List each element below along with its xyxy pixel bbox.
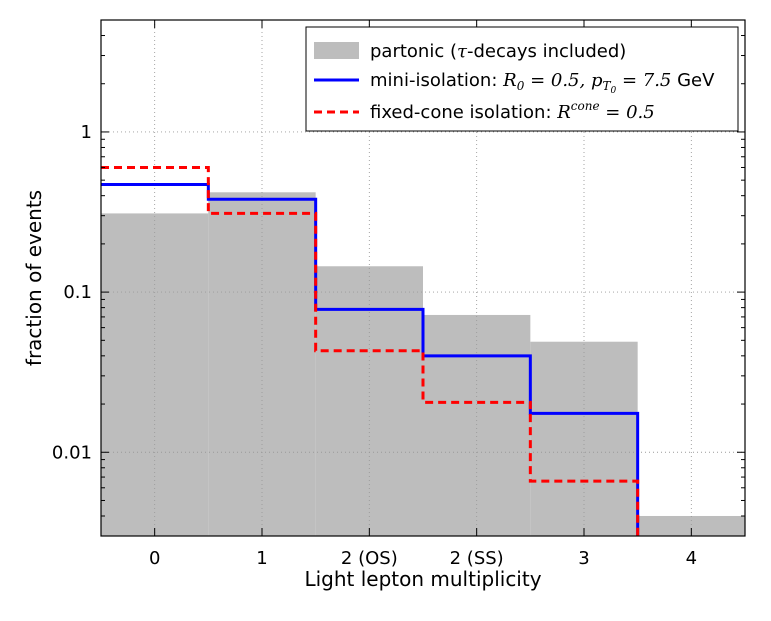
legend-mini-text-before: mini-isolation:	[370, 70, 503, 91]
bar-partonic-4	[530, 341, 638, 536]
legend-mini-r-sub: 0	[517, 79, 525, 93]
legend: partonic (τ-decays included) mini-isolat…	[305, 26, 739, 132]
legend-mini-text-after: GeV	[671, 70, 715, 91]
legend-partonic-text-before: partonic (	[370, 41, 457, 62]
legend-cone-r-base: R	[556, 102, 571, 123]
legend-mini-p-sub: T	[602, 79, 611, 93]
legend-mini-p-subsub: 0	[611, 86, 617, 96]
x-tick-label-1: 1	[256, 548, 267, 569]
legend-cone-r-rest: = 0.5	[600, 102, 655, 123]
step-lines	[101, 165, 640, 536]
bar-partonic-2	[315, 266, 423, 536]
x-tick-label-3: 2 (SS)	[450, 548, 504, 569]
x-axis-label: Light lepton multiplicity	[304, 567, 541, 591]
bar-partonic-0	[101, 213, 209, 536]
legend-mini-p-rest: = 7.5	[616, 70, 671, 91]
bar-partonic-3	[423, 314, 531, 536]
y-tick-label-0: 0.01	[52, 442, 92, 463]
bar-partonic-5	[637, 515, 745, 536]
y-tick-label-1: 0.1	[63, 282, 92, 303]
legend-label-partonic: partonic (τ-decays included)	[370, 41, 626, 62]
plot-frame	[100, 19, 746, 537]
legend-partonic-text-after: -decays included)	[467, 41, 626, 62]
legend-cone-text-before: fixed-cone isolation:	[370, 102, 557, 123]
legend-label-mini-isolation: mini-isolation: R0 = 0.5, pT0 = 7.5 GeV	[370, 70, 715, 96]
legend-label-fixed-cone: fixed-cone isolation: Rcone = 0.5	[370, 99, 655, 123]
x-tick-label-4: 3	[578, 548, 589, 569]
legend-cone-r-sup: cone	[571, 99, 600, 113]
y-axis-label: fraction of events	[22, 190, 46, 366]
axis-ticks	[101, 19, 745, 537]
legend-mini-r-rest: = 0.5,	[524, 70, 591, 91]
x-tick-label-2: 2 (OS)	[341, 548, 398, 569]
y-tick-label-2: 1	[81, 122, 92, 143]
x-tick-label-0: 0	[149, 548, 160, 569]
legend-mini-r-base: R	[502, 70, 517, 91]
x-tick-label-5: 4	[686, 548, 697, 569]
legend-swatch-partonic	[314, 42, 359, 59]
legend-partonic-tau: τ	[457, 41, 468, 62]
histogram-bars	[101, 192, 745, 536]
series-line-fixed-cone	[101, 165, 640, 536]
legend-box	[305, 26, 739, 132]
legend-mini-p-base: p	[591, 70, 603, 91]
tick-labels: 0 1 2 (OS) 2 (SS) 3 4 0.01 0.1 1	[52, 122, 697, 569]
